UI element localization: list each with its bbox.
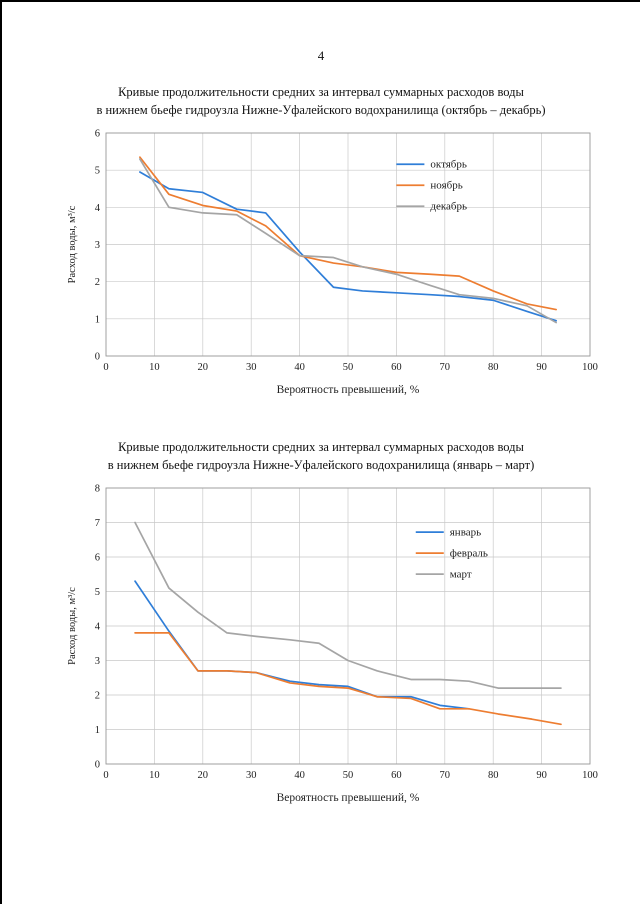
svg-text:6: 6 [95,129,100,140]
svg-text:30: 30 [246,770,257,781]
legend-label-ноябрь: ноябрь [430,180,462,192]
legend-label-март: март [450,569,472,581]
svg-text:100: 100 [582,362,598,373]
legend-label-октябрь: октябрь [430,159,467,171]
tick-labels: 0 10 20 30 40 50 60 70 80 90 100 0 1 2 3 4 5 6 [95,129,598,374]
chart-title-line2: в нижнем бьефе гидроузла Нижне-Уфалейско… [107,457,535,472]
chart-title-jan-mar: Кривые продолжительности средних за инте… [2,439,640,474]
gridlines [105,132,591,357]
svg-text:80: 80 [488,770,499,781]
svg-text:5: 5 [95,166,100,177]
chart-title-oct-dec: Кривые продолжительности средних за инте… [2,84,640,119]
svg-text:50: 50 [343,362,354,373]
svg-text:70: 70 [440,770,451,781]
svg-text:1: 1 [95,725,100,736]
svg-text:40: 40 [294,362,305,373]
chart-svg: 0 10 20 30 40 50 60 70 80 90 100 0 1 2 3 4 5 6 7 8 Вероятнос… [67,484,598,805]
series-line-декабрь [139,158,557,324]
chart-title-line2: в нижнем бьефе гидроузла Нижне-Уфалейско… [96,102,546,117]
svg-text:5: 5 [95,587,100,598]
svg-text:40: 40 [294,770,305,781]
svg-text:3: 3 [95,656,100,667]
series-line-март [134,521,562,689]
plot-border [105,487,591,765]
svg-text:0: 0 [95,352,100,363]
svg-text:0: 0 [103,362,108,373]
svg-text:3: 3 [95,240,100,251]
svg-text:10: 10 [149,362,160,373]
svg-text:2: 2 [95,277,100,288]
legend-label-февраль: февраль [450,548,488,560]
svg-text:0: 0 [103,770,108,781]
svg-text:4: 4 [95,203,101,214]
svg-text:1: 1 [95,314,100,325]
legend-label-январь: январь [450,527,481,539]
legend-label-декабрь: декабрь [430,201,467,213]
chart-oct-dec: 0 10 20 30 40 50 60 70 80 90 100 0 1 2 3 4 5 6 Вероятность… [64,123,640,405]
svg-text:2: 2 [95,691,100,702]
svg-text:8: 8 [95,484,100,495]
chart-jan-mar: 0 10 20 30 40 50 60 70 80 90 100 0 1 2 3 4 5 6 7 8 Вероятнос… [64,478,640,813]
page-number: 4 [317,48,325,63]
svg-text:70: 70 [440,362,451,373]
svg-text:80: 80 [488,362,499,373]
plot-border [105,132,591,357]
svg-text:10: 10 [149,770,160,781]
svg-text:50: 50 [343,770,354,781]
y-axis-label: Расход воды, м³/с [67,205,78,283]
chart-svg: 0 10 20 30 40 50 60 70 80 90 100 0 1 2 3 4 5 6 Вероятность… [67,129,598,397]
svg-text:90: 90 [536,770,547,781]
svg-text:60: 60 [391,362,402,373]
svg-text:90: 90 [536,362,547,373]
svg-text:7: 7 [95,518,100,529]
svg-text:60: 60 [391,770,402,781]
legend: январь февраль март [415,527,488,581]
chart-title-line1: Кривые продолжительности средних за инте… [118,440,524,454]
svg-text:20: 20 [198,770,209,781]
series-line-январь [134,580,470,710]
chart-block-jan-mar: Кривые продолжительности средних за инте… [2,439,640,813]
chart-block-oct-dec: Кривые продолжительности средних за инте… [2,84,640,405]
chart-title-line1: Кривые продолжительности средних за инте… [118,85,524,99]
svg-text:6: 6 [95,553,100,564]
x-axis-label: Вероятность превышений, % [277,384,420,396]
y-axis-label: Расход воды, м³/с [67,587,78,665]
tick-labels: 0 10 20 30 40 50 60 70 80 90 100 0 1 2 3 4 5 6 7 8 [95,484,598,782]
series-line-ноябрь [139,156,557,311]
legend: октябрь ноябрь декабрь [396,159,467,213]
svg-text:100: 100 [582,770,598,781]
svg-text:0: 0 [95,760,100,771]
svg-text:20: 20 [198,362,209,373]
x-axis-label: Вероятность превышений, % [277,792,420,804]
series-line-октябрь [139,171,557,322]
gridlines [105,487,591,765]
series-line-февраль [134,632,562,726]
svg-text:4: 4 [95,622,101,633]
svg-text:30: 30 [246,362,257,373]
